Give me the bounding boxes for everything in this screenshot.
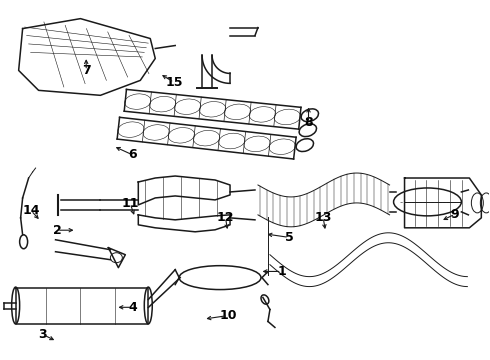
Text: 4: 4 — [128, 301, 137, 314]
Text: 10: 10 — [219, 309, 237, 322]
Text: 14: 14 — [22, 204, 40, 217]
Text: 8: 8 — [304, 116, 313, 129]
Text: 3: 3 — [38, 328, 47, 341]
Text: 11: 11 — [122, 197, 139, 210]
Text: 9: 9 — [451, 208, 460, 221]
Text: 7: 7 — [82, 64, 91, 77]
Text: 6: 6 — [128, 148, 137, 161]
Text: 5: 5 — [285, 231, 294, 244]
Text: 1: 1 — [277, 265, 286, 278]
Text: 13: 13 — [315, 211, 332, 224]
Text: 15: 15 — [166, 76, 183, 89]
Text: 12: 12 — [217, 211, 234, 224]
Text: 2: 2 — [52, 224, 61, 237]
